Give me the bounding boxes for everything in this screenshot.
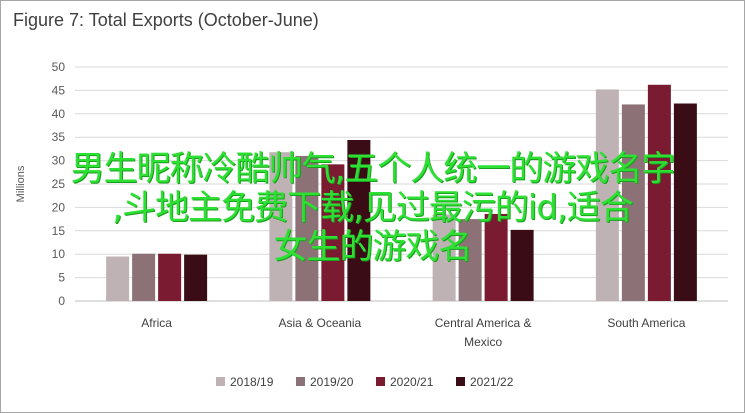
x-category-label: Africa bbox=[141, 316, 172, 330]
legend-label: 2018/19 bbox=[230, 375, 274, 389]
bar bbox=[158, 253, 182, 301]
y-tick-label: 35 bbox=[52, 130, 66, 144]
bar bbox=[321, 164, 345, 301]
bar bbox=[621, 104, 645, 301]
bar bbox=[673, 103, 697, 301]
y-tick-label: 5 bbox=[58, 271, 65, 285]
y-tick-label: 40 bbox=[52, 107, 66, 121]
y-axis-title: Millions bbox=[15, 165, 27, 202]
x-category-label: Mexico bbox=[464, 335, 502, 349]
legend-swatch bbox=[216, 377, 225, 386]
bar bbox=[595, 89, 619, 302]
bar bbox=[458, 219, 482, 301]
y-tick-label: 25 bbox=[52, 177, 66, 191]
legend-label: 2021/22 bbox=[470, 375, 514, 389]
bar bbox=[132, 253, 156, 301]
bar bbox=[106, 256, 130, 301]
legend-label: 2019/20 bbox=[310, 375, 354, 389]
bar bbox=[432, 214, 456, 301]
bar bbox=[510, 229, 534, 301]
bar bbox=[295, 155, 319, 301]
bar bbox=[347, 140, 371, 301]
x-category-label: Central America & bbox=[435, 316, 532, 330]
bar bbox=[647, 84, 671, 301]
legend-swatch bbox=[456, 377, 465, 386]
bar bbox=[484, 213, 508, 301]
y-tick-label: 10 bbox=[52, 247, 66, 261]
y-tick-label: 0 bbox=[58, 294, 65, 308]
x-category-label: Asia & Oceania bbox=[279, 316, 362, 330]
y-tick-label: 15 bbox=[52, 224, 66, 238]
y-tick-label: 45 bbox=[52, 83, 66, 97]
x-category-label: South America bbox=[607, 316, 685, 330]
legend-swatch bbox=[296, 377, 305, 386]
legend-label: 2020/21 bbox=[390, 375, 434, 389]
bar bbox=[184, 254, 208, 301]
bar bbox=[269, 152, 293, 301]
y-tick-label: 30 bbox=[52, 154, 66, 168]
y-tick-label: 50 bbox=[52, 60, 66, 74]
y-tick-label: 20 bbox=[52, 200, 66, 214]
chart-title: Figure 7: Total Exports (October-June) bbox=[13, 10, 319, 30]
legend-swatch bbox=[376, 377, 385, 386]
